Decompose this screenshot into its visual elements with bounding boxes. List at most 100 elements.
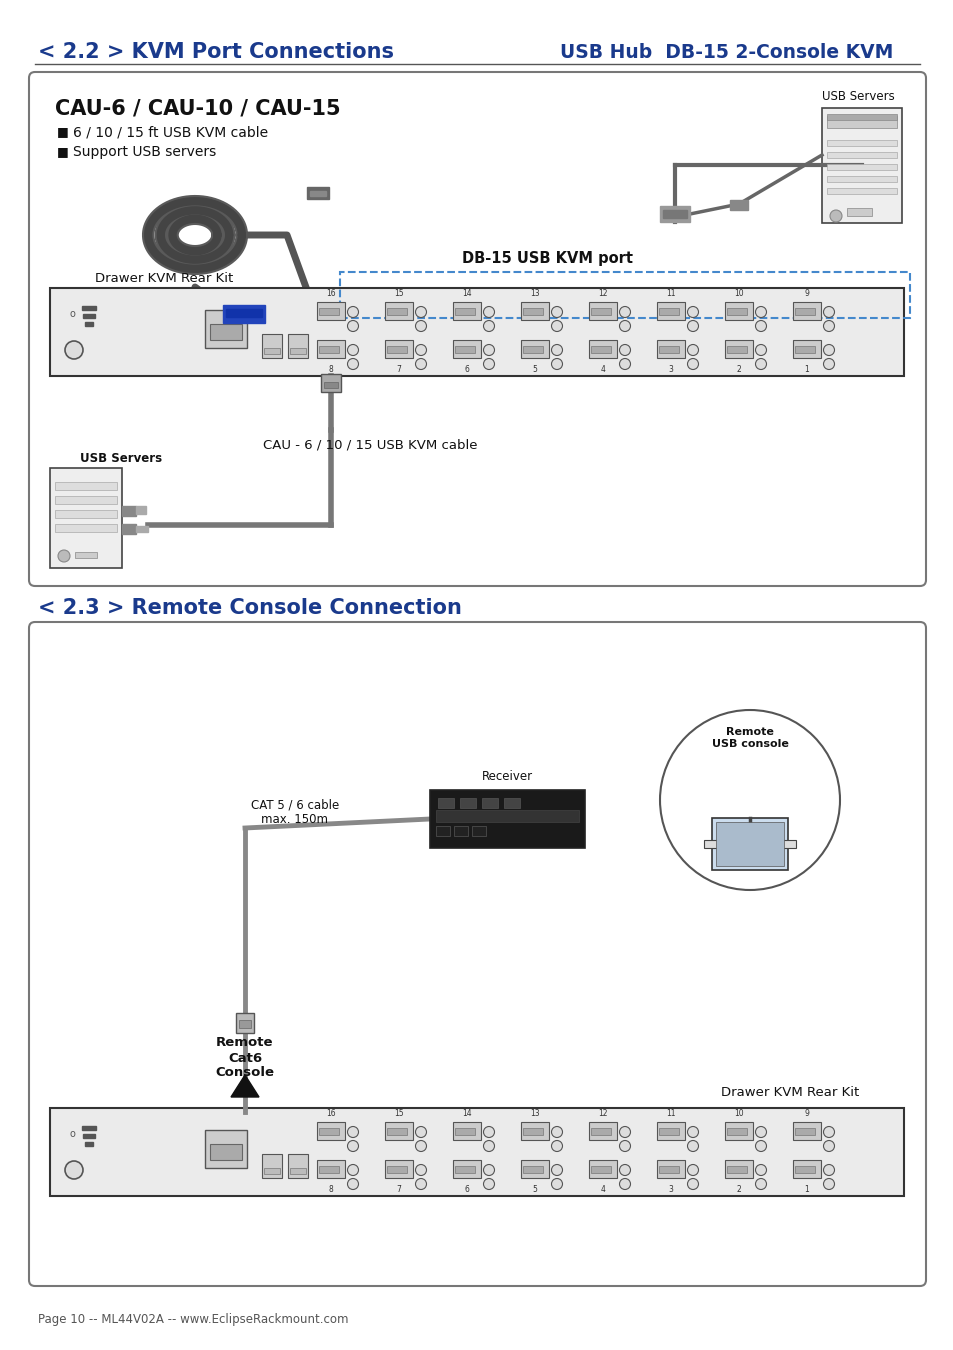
Bar	[792, 302, 821, 320]
Circle shape	[551, 1165, 562, 1176]
Text: 8: 8	[328, 1185, 333, 1195]
Circle shape	[551, 1126, 562, 1138]
Bar	[453, 1122, 480, 1139]
Circle shape	[687, 359, 698, 370]
Bar	[320, 374, 340, 392]
Bar	[436, 810, 578, 822]
Bar	[659, 308, 679, 315]
Bar	[385, 1160, 413, 1179]
Bar	[724, 1122, 752, 1139]
Bar	[481, 798, 497, 809]
Circle shape	[822, 1165, 834, 1176]
Bar	[288, 333, 308, 358]
Text: 3: 3	[668, 366, 673, 374]
Circle shape	[483, 359, 494, 370]
Bar	[387, 1129, 407, 1135]
Circle shape	[755, 1141, 765, 1152]
Circle shape	[347, 1141, 358, 1152]
Circle shape	[687, 1141, 698, 1152]
Circle shape	[687, 320, 698, 332]
Bar	[657, 1122, 684, 1139]
Bar	[453, 340, 480, 358]
Text: 16: 16	[326, 289, 335, 298]
Bar	[122, 524, 136, 535]
Text: Drawer KVM Rear Kit: Drawer KVM Rear Kit	[720, 1085, 859, 1099]
Bar	[455, 1129, 475, 1135]
Bar	[385, 340, 413, 358]
Text: 15: 15	[394, 1110, 403, 1119]
Text: 14: 14	[461, 289, 472, 298]
Bar	[55, 524, 117, 532]
Text: CAU - 6 / 10 / 15 USB KVM cable: CAU - 6 / 10 / 15 USB KVM cable	[262, 439, 476, 451]
Bar	[794, 346, 814, 352]
Bar	[726, 1166, 746, 1173]
Circle shape	[687, 1179, 698, 1189]
Bar	[223, 305, 265, 323]
Bar	[385, 1122, 413, 1139]
Bar	[657, 340, 684, 358]
Bar	[385, 302, 413, 320]
Text: 2: 2	[736, 366, 740, 374]
Bar	[703, 840, 795, 848]
Bar	[436, 826, 450, 836]
Circle shape	[755, 1126, 765, 1138]
Bar	[826, 140, 896, 146]
Bar	[792, 1122, 821, 1139]
Circle shape	[618, 1179, 630, 1189]
Circle shape	[551, 1179, 562, 1189]
Bar	[455, 308, 475, 315]
Bar	[826, 176, 896, 182]
Bar	[588, 1122, 617, 1139]
Bar	[82, 306, 96, 310]
Text: 7: 7	[396, 1185, 401, 1195]
Bar	[324, 382, 337, 387]
Circle shape	[822, 306, 834, 317]
Circle shape	[551, 320, 562, 332]
Bar	[503, 798, 519, 809]
Text: < 2.2 > KVM Port Connections: < 2.2 > KVM Port Connections	[38, 42, 394, 62]
Circle shape	[483, 1165, 494, 1176]
Circle shape	[416, 1165, 426, 1176]
Circle shape	[483, 1179, 494, 1189]
Bar	[239, 1021, 251, 1027]
Text: 2: 2	[736, 1185, 740, 1195]
Circle shape	[551, 1141, 562, 1152]
Text: < 2.3 > Remote Console Connection: < 2.3 > Remote Console Connection	[38, 598, 461, 618]
Bar	[826, 153, 896, 158]
Bar	[729, 200, 747, 211]
Text: 9: 9	[803, 1110, 808, 1119]
Circle shape	[416, 306, 426, 317]
Bar	[83, 315, 95, 319]
Text: Remote
USB console: Remote USB console	[711, 728, 787, 749]
Bar	[659, 346, 679, 352]
Bar	[726, 346, 746, 352]
Bar	[290, 1168, 306, 1174]
Text: Page 10 -- ML44V02A -- www.EclipseRackmount.com: Page 10 -- ML44V02A -- www.EclipseRackmo…	[38, 1314, 348, 1327]
Bar	[794, 1166, 814, 1173]
Bar	[726, 308, 746, 315]
Bar	[387, 1166, 407, 1173]
Text: ■: ■	[57, 126, 69, 139]
Text: 1: 1	[803, 1185, 808, 1195]
Bar	[85, 1142, 92, 1146]
Bar	[716, 822, 783, 865]
Text: CAT 5 / 6 cable
max. 150m: CAT 5 / 6 cable max. 150m	[251, 798, 338, 826]
Bar	[50, 288, 903, 377]
Bar	[588, 302, 617, 320]
Circle shape	[755, 1179, 765, 1189]
Bar	[210, 1143, 242, 1160]
Bar	[588, 340, 617, 358]
Circle shape	[755, 306, 765, 317]
Bar	[826, 116, 896, 128]
Bar	[659, 1166, 679, 1173]
Bar	[588, 1160, 617, 1179]
Bar	[794, 308, 814, 315]
Circle shape	[483, 320, 494, 332]
Bar	[826, 188, 896, 194]
Bar	[437, 798, 454, 809]
Bar	[235, 1012, 253, 1033]
Circle shape	[347, 1179, 358, 1189]
Circle shape	[618, 1126, 630, 1138]
Bar	[387, 308, 407, 315]
Circle shape	[822, 359, 834, 370]
